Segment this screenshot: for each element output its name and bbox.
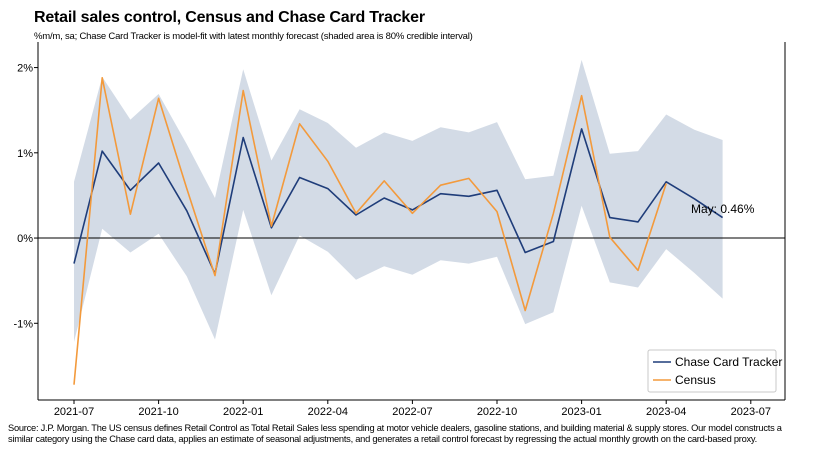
y-tick-label: 0%	[17, 233, 33, 245]
credible-interval-band	[74, 59, 723, 343]
series-layer	[73, 77, 724, 385]
series-line-census	[73, 77, 667, 385]
chart-subtitle: %m/m, sa; Chase Card Tracker is model-fi…	[34, 31, 473, 42]
x-tick-label: 2022-07	[392, 406, 432, 418]
band-area	[74, 59, 723, 343]
legend-label-tracker: Chase Card Tracker	[675, 355, 782, 369]
legend-box	[647, 349, 777, 393]
source-note: Source: J.P. Morgan. The US census defin…	[8, 423, 782, 444]
x-tick-label: 2022-01	[223, 406, 263, 418]
x-tick-label: 2022-10	[477, 406, 517, 418]
y-tick-label: 1%	[17, 148, 33, 160]
axes: -1% 0% 1% 2% 2021-07 2021-10 2022-01 2022-04 202…	[13, 42, 786, 418]
x-tick-label: 2022-04	[308, 406, 348, 418]
chart-title: Retail sales control, Census and Chase C…	[34, 9, 425, 26]
latest-value-annotation: May: 0.46%	[691, 202, 755, 216]
x-tick-label: 2023-07	[731, 406, 771, 418]
series-line-tracker	[73, 128, 724, 275]
y-tick-label: 2%	[17, 63, 33, 75]
legend-label-census: Census	[675, 373, 716, 387]
x-tick-label: 2021-10	[138, 406, 178, 418]
x-tick-label: 2023-04	[646, 406, 686, 418]
legend: Chase Card Tracker Census	[647, 349, 782, 393]
x-tick-label: 2021-07	[54, 406, 94, 418]
x-tick-label: 2023-01	[561, 406, 601, 418]
y-tick-label: -1%	[13, 318, 33, 330]
